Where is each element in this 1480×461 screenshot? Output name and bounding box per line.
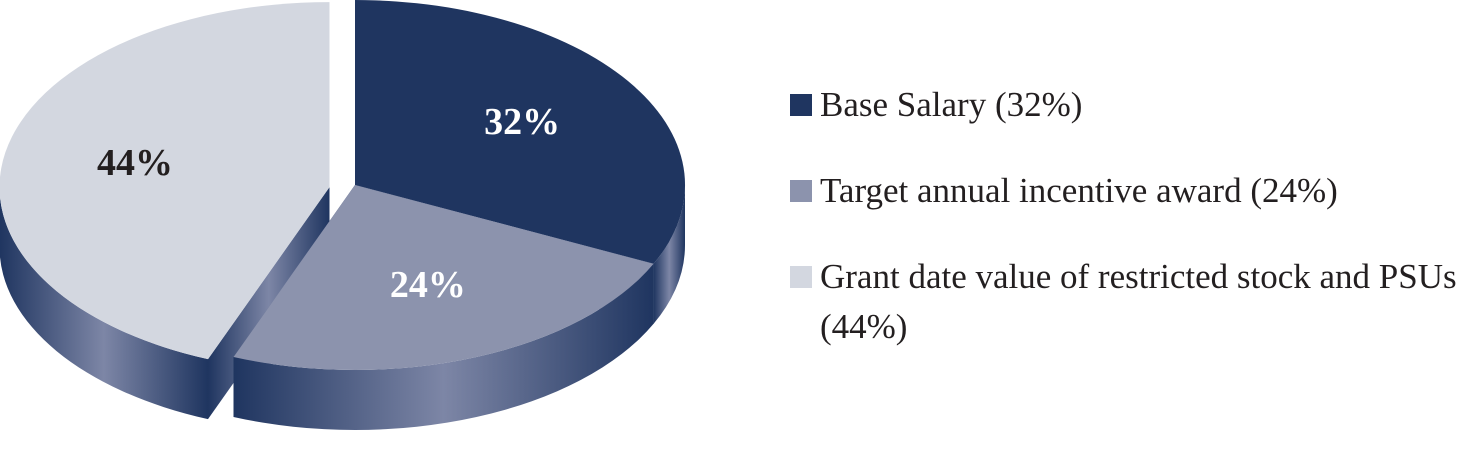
legend-label: Base Salary (32%) (820, 85, 1083, 124)
slice-label: 44% (97, 142, 173, 184)
slice (355, 0, 685, 264)
slice-label: 32% (484, 101, 560, 143)
legend-swatch (790, 180, 812, 202)
legend-label: Grant date value of restricted stock and… (820, 257, 1457, 346)
slice-side (653, 185, 686, 324)
legend-item: Base Salary (32%) (790, 80, 1480, 130)
legend-swatch (790, 266, 812, 288)
slice-label: 24% (390, 264, 466, 306)
legend-label: Target annual incentive award (24%) (820, 171, 1338, 210)
slice (0, 2, 330, 360)
legend: Base Salary (32%) Target annual incentive… (790, 80, 1480, 388)
slice-side (233, 263, 654, 431)
legend-item: Grant date value of restricted stock and… (790, 252, 1480, 352)
chart: 32% 24% 44% (0, 0, 686, 431)
legend-item: Target annual incentive award (24%) (790, 166, 1480, 216)
slice (233, 185, 654, 371)
slice-side (0, 196, 208, 420)
legend-swatch (790, 94, 812, 116)
